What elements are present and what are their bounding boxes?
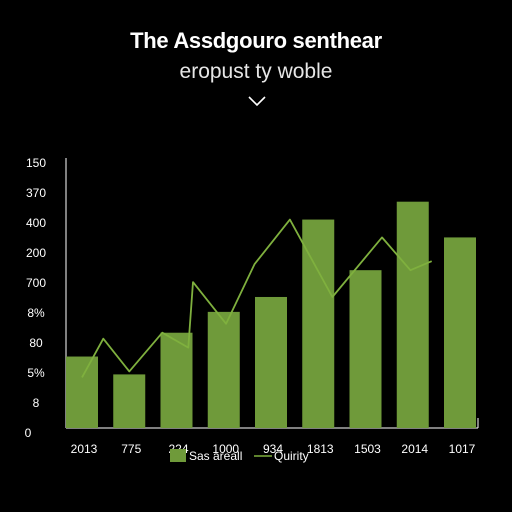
legend-label-bar: Sas areall <box>189 449 242 463</box>
y-tick-label: 0 <box>25 426 32 440</box>
y-tick-label: 370 <box>26 186 46 200</box>
bar <box>160 332 193 428</box>
y-tick-label: 400 <box>26 216 46 230</box>
bar <box>396 201 429 428</box>
y-tick-label: 8% <box>27 306 45 320</box>
bar <box>302 219 335 428</box>
y-tick-label: 150 <box>26 156 46 170</box>
bar <box>66 356 98 428</box>
bar <box>207 311 240 428</box>
y-tick-label: 200 <box>26 246 46 260</box>
x-tick-label: 2014 <box>401 442 428 456</box>
x-tick-label: 775 <box>121 442 141 456</box>
x-tick-label: 1503 <box>354 442 381 456</box>
legend-label-line: Quirity <box>274 449 309 463</box>
bar <box>349 270 382 428</box>
bar <box>113 374 146 428</box>
bar <box>444 237 476 428</box>
chart-subtitle: eropust ty woble <box>179 60 333 83</box>
legend-swatch-bar <box>170 449 186 462</box>
chart-title: The Assdgouro senthear <box>130 28 382 53</box>
line-series-quirity <box>81 218 433 378</box>
x-tick-label: 934 <box>263 442 283 456</box>
y-tick-label: 700 <box>26 276 46 290</box>
x-tick-label: 2013 <box>71 442 98 456</box>
x-tick-label: 1813 <box>307 442 334 456</box>
chevron-down-icon[interactable] <box>247 94 267 108</box>
y-tick-label: 5% <box>27 366 45 380</box>
bar <box>255 296 287 428</box>
y-tick-label: 8 <box>33 396 40 410</box>
x-tick-label: 1000 <box>212 442 239 456</box>
x-tick-label: 1017 <box>449 442 476 456</box>
y-tick-label: 80 <box>29 336 43 350</box>
